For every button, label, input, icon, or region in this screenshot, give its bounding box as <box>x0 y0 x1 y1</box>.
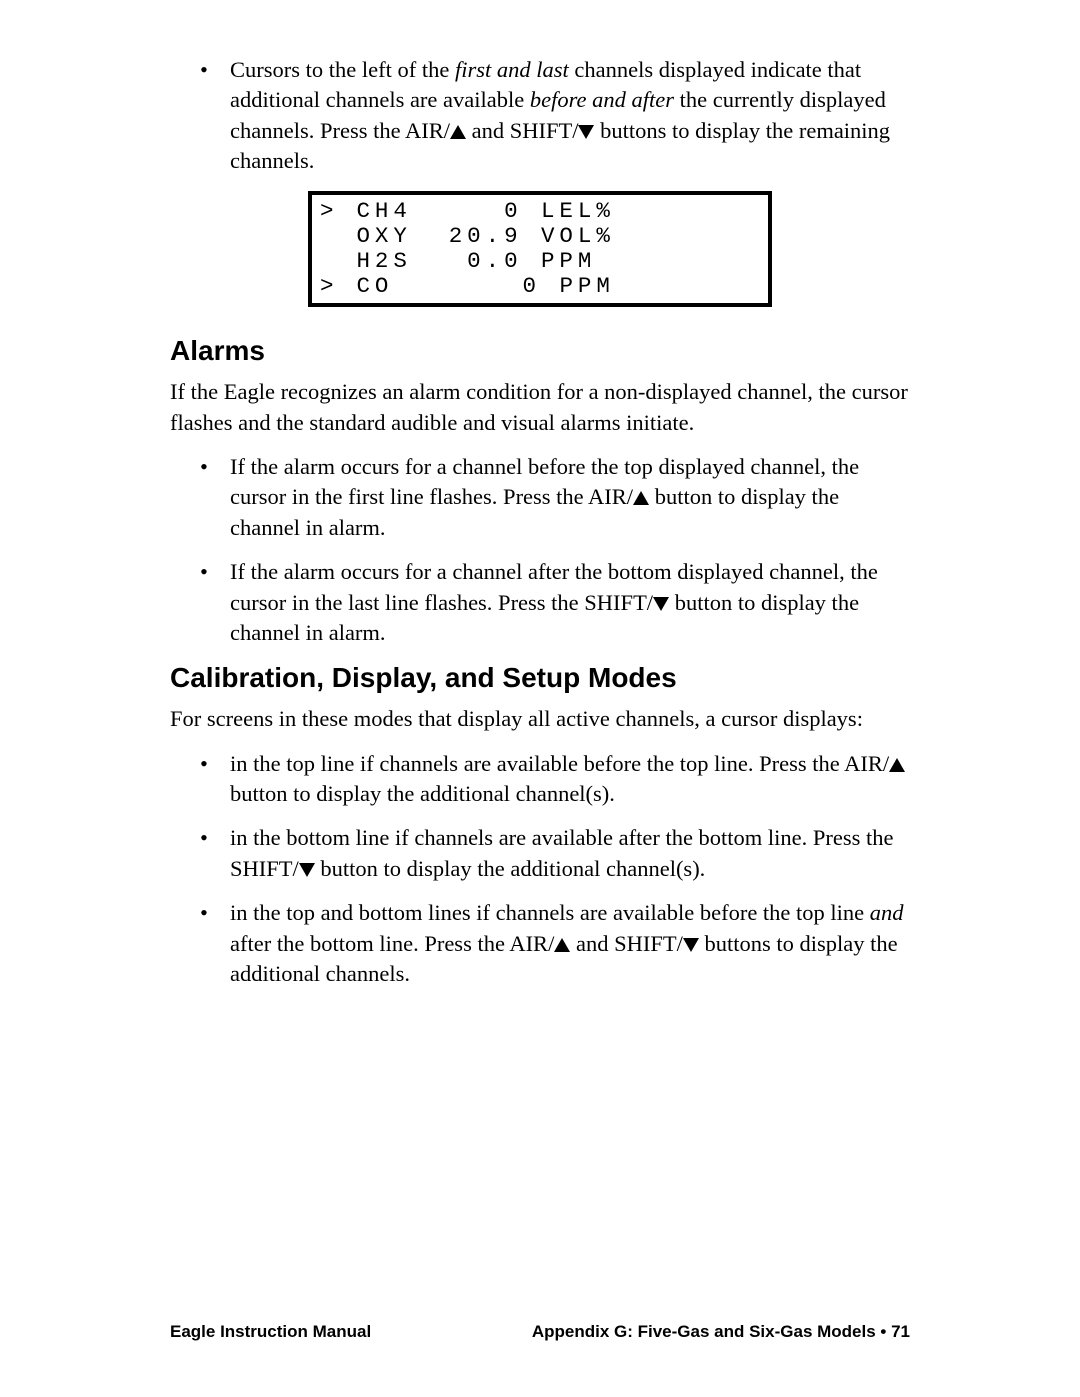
display-row: OXY 20.9 VOL% <box>320 224 760 249</box>
arrow-up-icon <box>889 758 905 772</box>
display-row: > CH4 0 LEL% <box>320 199 760 224</box>
bullet-dot: • <box>200 452 230 543</box>
cursor-icon: > <box>320 199 338 224</box>
text-italic: first and last <box>455 57 569 82</box>
calibration-intro: For screens in these modes that display … <box>170 704 910 734</box>
text-segment: and SHIFT/ <box>570 931 683 956</box>
alarms-bullet-2: • If the alarm occurs for a channel afte… <box>200 557 910 648</box>
arrow-down-icon <box>683 938 699 952</box>
arrow-down-icon <box>653 597 669 611</box>
display-row: H2S 0.0 PPM <box>320 249 760 274</box>
gas-value: 20.9 <box>449 223 523 249</box>
arrow-down-icon <box>299 863 315 877</box>
page: • Cursors to the left of the first and l… <box>0 0 1080 1397</box>
page-footer: Eagle Instruction Manual Appendix G: Fiv… <box>170 1322 910 1342</box>
text-segment: in the top line if channels are availabl… <box>230 751 889 776</box>
gas-label: H2S <box>356 248 411 274</box>
intro-bullet-text: Cursors to the left of the first and las… <box>230 55 910 177</box>
text-segment: button to display the additional channel… <box>315 856 706 881</box>
arrow-up-icon <box>554 938 570 952</box>
calibration-heading: Calibration, Display, and Setup Modes <box>170 662 910 694</box>
bullet-dot: • <box>200 557 230 648</box>
text-segment: button to display the additional channel… <box>230 781 615 806</box>
bullet-dot: • <box>200 749 230 810</box>
text-segment: after the bottom line. Press the AIR/ <box>230 931 554 956</box>
bullet-text: If the alarm occurs for a channel after … <box>230 557 910 648</box>
footer-left: Eagle Instruction Manual <box>170 1322 371 1342</box>
text-italic: before and after <box>530 87 674 112</box>
alarms-intro: If the Eagle recognizes an alarm conditi… <box>170 377 910 438</box>
gas-value: 0.0 <box>449 248 523 274</box>
bullet-dot: • <box>200 823 230 884</box>
gas-unit: LEL% <box>541 198 615 224</box>
text-segment: Cursors to the left of the <box>230 57 455 82</box>
cursor-icon <box>320 249 338 274</box>
cursor-icon: > <box>320 274 338 299</box>
text-segment: and SHIFT/ <box>466 118 579 143</box>
bullet-dot: • <box>200 55 230 177</box>
bullet-dot: • <box>200 898 230 989</box>
lcd-display: > CH4 0 LEL% OXY 20.9 VOL% H2S 0.0 PPM >… <box>308 191 772 308</box>
alarms-bullet-1: • If the alarm occurs for a channel befo… <box>200 452 910 543</box>
gas-unit: PPM <box>559 273 614 299</box>
gas-unit: VOL% <box>541 223 615 249</box>
arrow-up-icon <box>450 125 466 139</box>
arrow-up-icon <box>633 491 649 505</box>
gas-label: CO <box>356 273 411 299</box>
display-row: > CO 0 PPM <box>320 274 760 299</box>
calib-bullet-2: • in the bottom line if channels are ava… <box>200 823 910 884</box>
gas-unit: PPM <box>541 248 596 274</box>
text-segment: in the top and bottom lines if channels … <box>230 900 870 925</box>
gas-value: 0 <box>467 273 541 299</box>
text-italic: and <box>870 900 904 925</box>
bullet-text: If the alarm occurs for a channel before… <box>230 452 910 543</box>
calib-bullet-1: • in the top line if channels are availa… <box>200 749 910 810</box>
footer-right: Appendix G: Five-Gas and Six-Gas Models … <box>532 1322 910 1342</box>
intro-bullet: • Cursors to the left of the first and l… <box>200 55 910 177</box>
gas-value: 0 <box>449 198 523 224</box>
alarms-list: • If the alarm occurs for a channel befo… <box>170 452 910 648</box>
calib-bullet-3: • in the top and bottom lines if channel… <box>200 898 910 989</box>
bullet-text: in the bottom line if channels are avail… <box>230 823 910 884</box>
gas-label: OXY <box>356 223 411 249</box>
cursor-icon <box>320 224 338 249</box>
arrow-down-icon <box>578 125 594 139</box>
alarms-heading: Alarms <box>170 335 910 367</box>
intro-list: • Cursors to the left of the first and l… <box>170 55 910 177</box>
gas-label: CH4 <box>356 198 411 224</box>
bullet-text: in the top line if channels are availabl… <box>230 749 910 810</box>
calibration-list: • in the top line if channels are availa… <box>170 749 910 990</box>
bullet-text: in the top and bottom lines if channels … <box>230 898 910 989</box>
